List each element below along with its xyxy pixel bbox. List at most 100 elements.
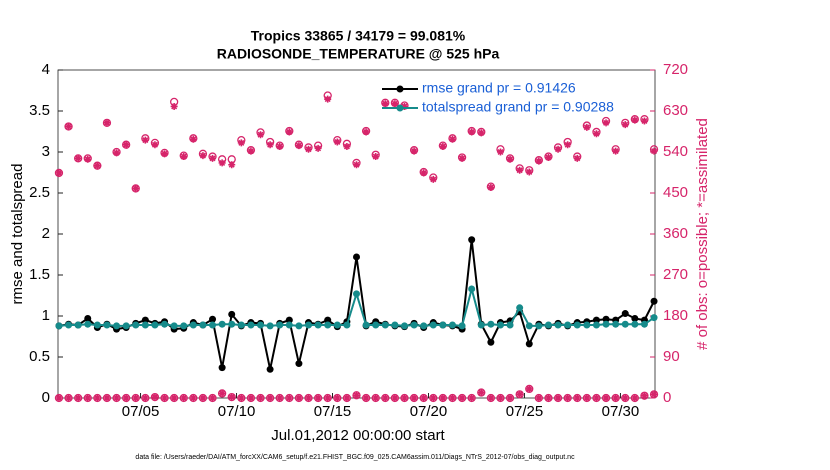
point [592,321,600,329]
point-assimilated [420,394,428,402]
y2-tick-label: 0 [663,389,671,406]
point-assimilated [113,394,121,402]
point-assimilated [343,394,351,402]
point-assimilated [583,394,591,402]
point-assimilated [247,147,255,155]
point [564,321,572,329]
point-assimilated [650,147,658,155]
point-assimilated [209,154,217,162]
point-assimilated [640,117,648,125]
point [333,321,341,329]
point [448,321,456,329]
point-assimilated [564,394,572,402]
point [180,322,188,330]
point-assimilated [55,169,63,177]
point [237,321,245,329]
point-assimilated [199,152,207,160]
point-assimilated [247,394,255,402]
point-assimilated [84,155,92,163]
y2-axis-label: # of obs: o=possible; *=assimilated [694,118,711,350]
point-assimilated [343,143,351,151]
point-assimilated [544,394,552,402]
point [189,321,197,329]
point-assimilated [381,100,389,108]
point [324,321,332,329]
point [209,315,217,323]
point-assimilated [276,394,284,402]
point [362,321,370,329]
point-assimilated [266,394,274,402]
point-assimilated [362,128,370,136]
point [305,321,313,329]
point-assimilated [305,145,313,153]
point [343,321,351,329]
point-assimilated [448,135,456,143]
point-assimilated [161,394,169,402]
y2-tick-label: 540 [663,143,688,160]
point [228,320,236,328]
point-assimilated [535,394,543,402]
point-assimilated [324,394,332,402]
point-assimilated [74,154,82,162]
point [103,321,111,329]
y-tick-label: 2.5 [29,184,50,201]
point [650,297,658,305]
point-assimilated [410,147,418,155]
point [458,322,466,330]
point-assimilated [429,175,437,183]
point-assimilated [554,394,562,402]
point [525,322,533,330]
point [573,321,581,329]
point-assimilated [612,394,620,402]
point-assimilated [209,394,217,402]
point [631,320,639,328]
footnote: data file: /Users/raeder/DAI/ATM_forcXX/… [135,454,575,461]
point [247,321,255,329]
point [285,321,293,329]
point-assimilated [141,136,149,144]
x-tick-label: 07/25 [506,403,544,420]
point-assimilated [391,100,399,108]
point-assimilated [228,161,236,169]
point-assimilated [122,141,130,149]
point [209,321,217,329]
point-assimilated [410,394,418,402]
point-assimilated [506,155,514,163]
y2-tick-label: 270 [663,266,688,283]
point-assimilated [362,394,370,402]
point-assimilated [496,148,504,156]
point-assimilated [276,143,284,151]
point-assimilated [631,394,639,402]
point-assimilated [525,385,533,393]
y2-tick-label: 720 [663,61,688,78]
point-assimilated [103,119,111,127]
point-assimilated [257,394,265,402]
point [410,321,418,329]
point-assimilated [65,394,73,402]
point-assimilated [189,394,197,402]
point-assimilated [199,394,207,402]
point [228,310,236,318]
y-tick-label: 1 [42,307,50,324]
point [122,322,130,330]
point-assimilated [93,394,101,402]
point-assimilated [468,128,476,136]
point [141,321,149,329]
point-assimilated [621,394,629,402]
point-assimilated [305,394,313,402]
point-assimilated [93,162,101,170]
point [218,364,226,372]
point-assimilated [400,102,408,110]
point-assimilated [161,150,169,158]
point [535,322,543,330]
point [353,253,360,261]
point-assimilated [420,169,428,177]
point-assimilated [74,394,82,402]
point-assimilated [55,394,63,402]
y-tick-label: 4 [42,61,50,78]
point [487,320,495,328]
point [65,321,73,329]
point [439,321,447,329]
point-assimilated [602,394,610,402]
point [314,321,322,329]
